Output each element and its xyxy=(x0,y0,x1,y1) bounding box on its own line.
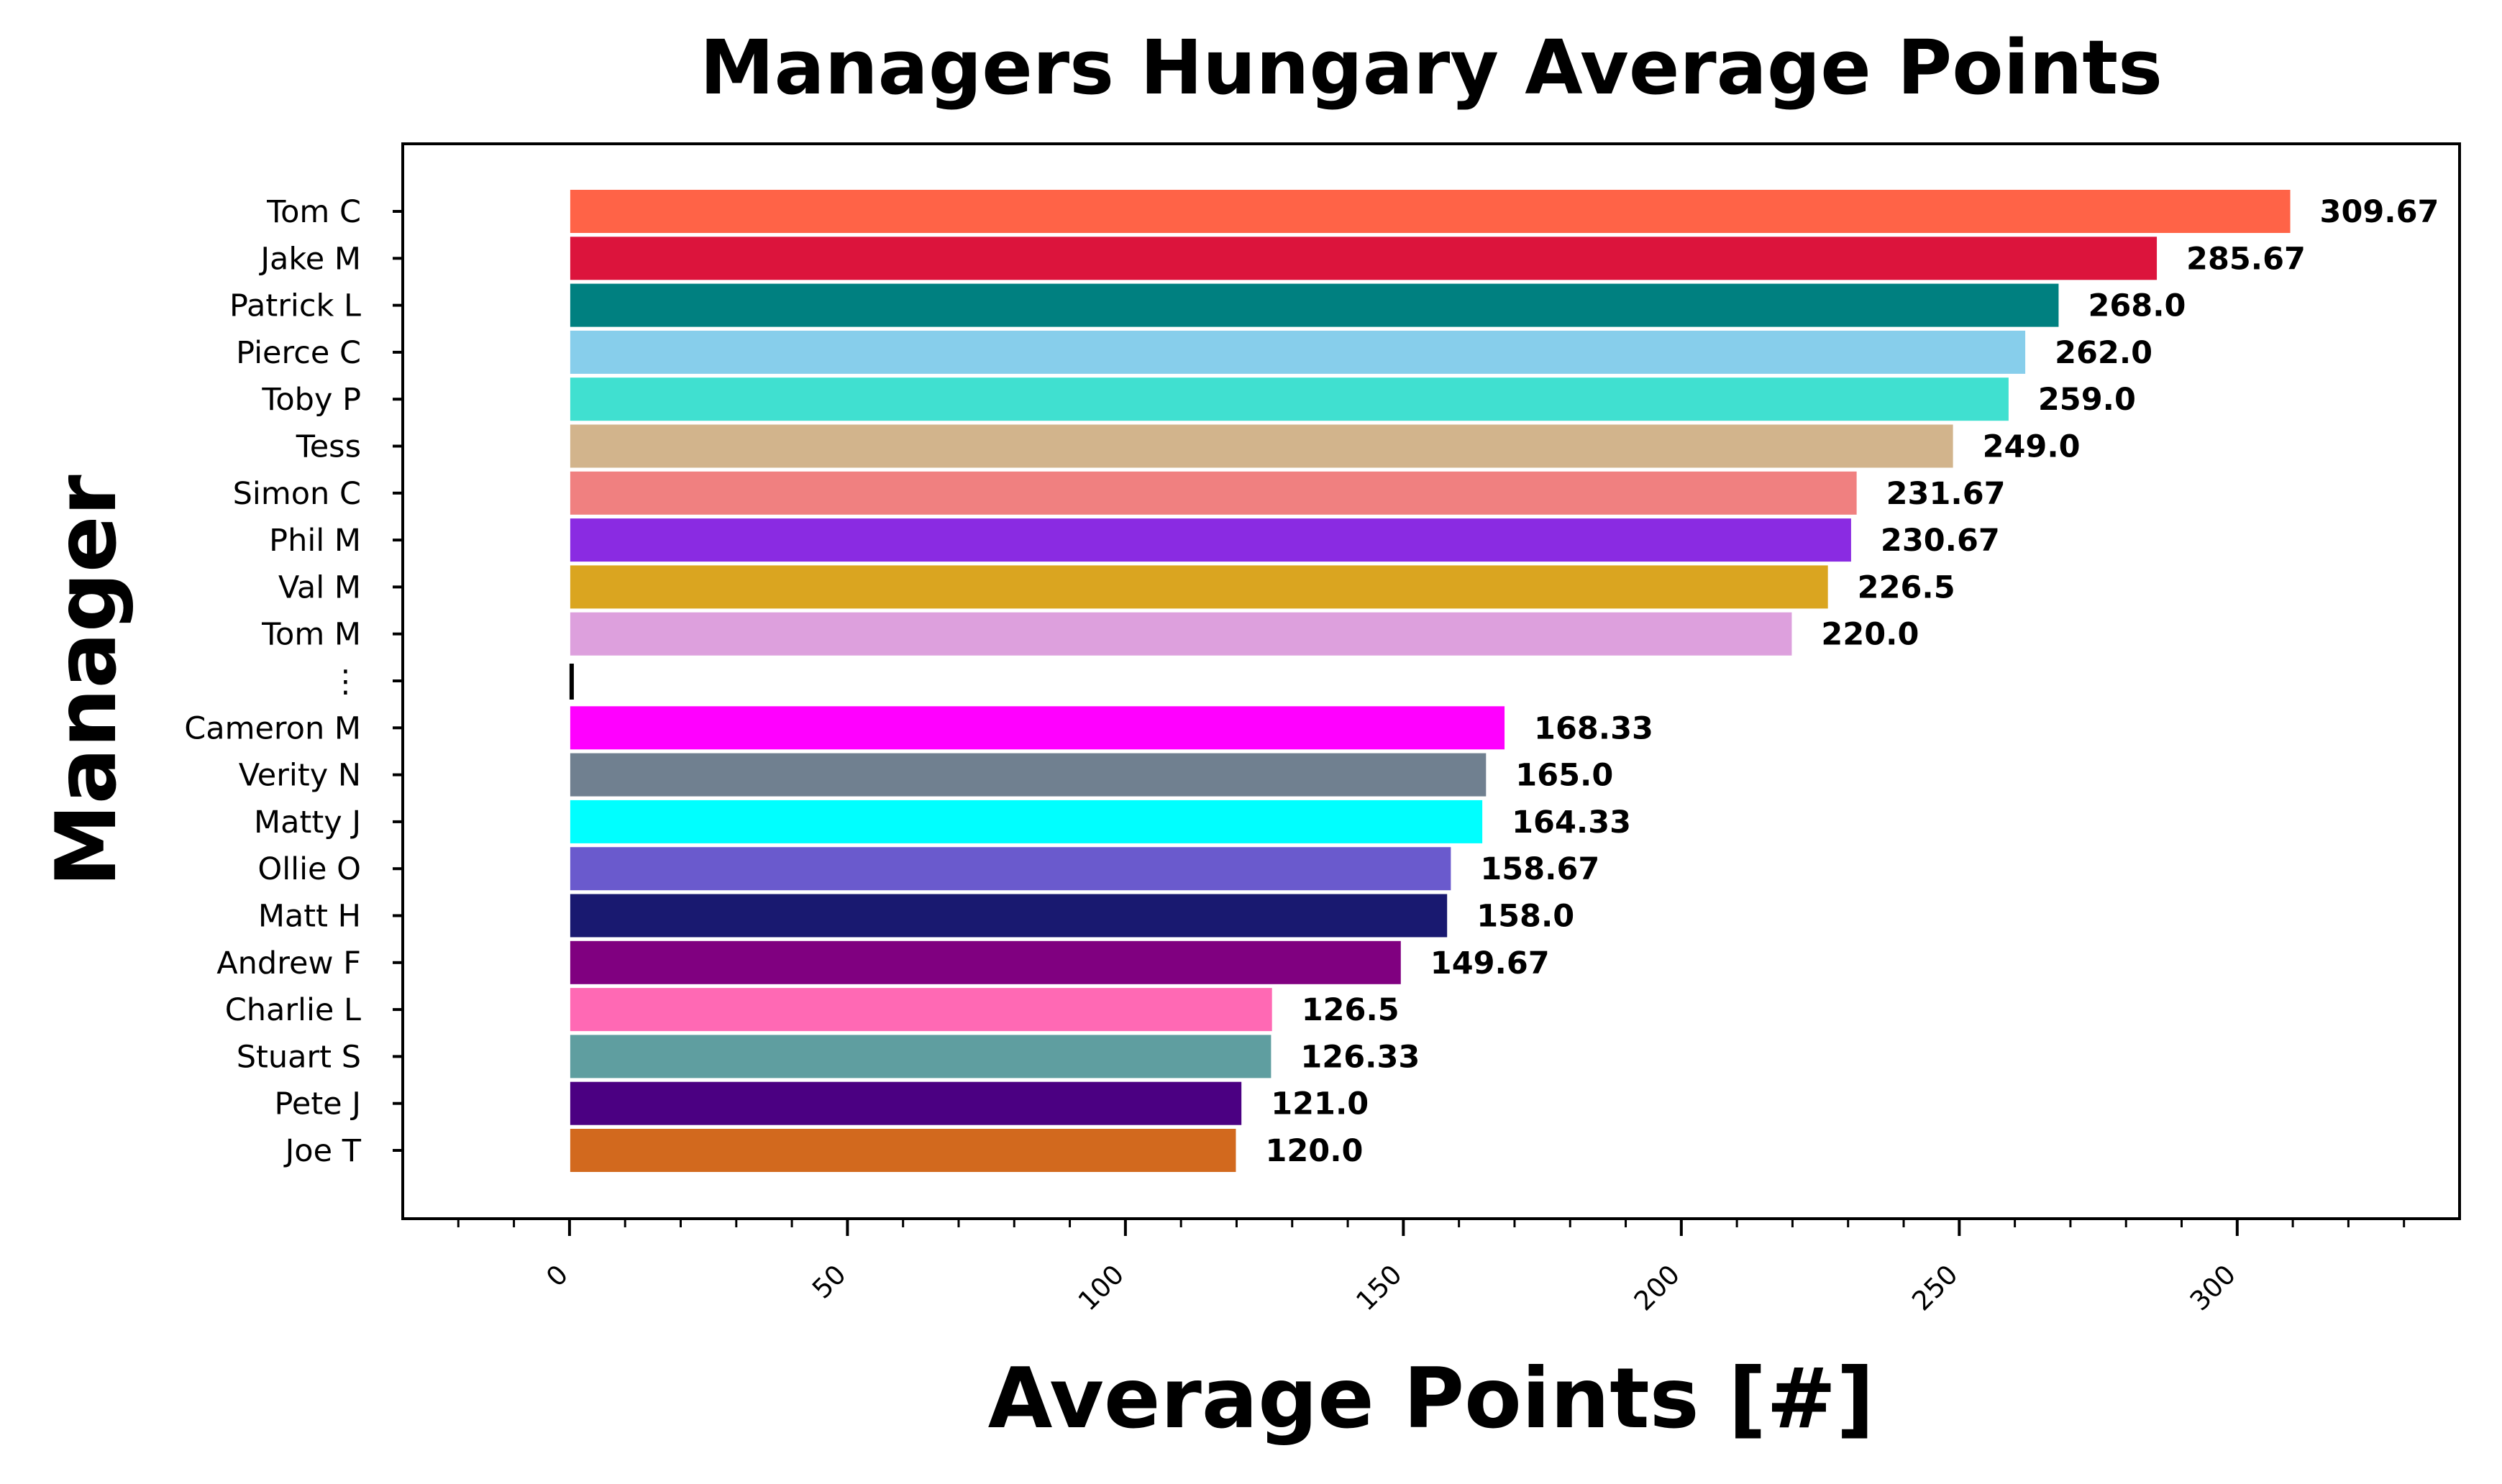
bar xyxy=(568,986,1274,1033)
y-tick-label: Andrew F xyxy=(216,945,361,981)
y-tick-label: Tom M xyxy=(261,617,361,653)
y-tick-label: Jake M xyxy=(258,241,361,277)
x-tick-label: 200 xyxy=(1628,1259,1686,1316)
y-tick-label: Charlie L xyxy=(225,992,361,1028)
x-tick-label: 50 xyxy=(806,1259,852,1305)
bar xyxy=(568,705,1507,751)
x-tick-label: 100 xyxy=(1072,1259,1130,1316)
data-label: 230.67 xyxy=(1881,523,2000,559)
y-tick-label: ⋮ xyxy=(330,664,361,700)
bar xyxy=(568,1080,1243,1127)
data-label: 120.0 xyxy=(1265,1133,1363,1169)
data-label: 168.33 xyxy=(1534,710,1653,746)
data-label: 231.67 xyxy=(1886,476,2006,512)
data-label: 149.67 xyxy=(1430,945,1550,981)
separator-mark xyxy=(569,664,574,700)
bar xyxy=(568,470,1858,516)
y-tick-label: Ollie O xyxy=(257,851,361,887)
x-tick-label: 0 xyxy=(540,1259,574,1293)
bar xyxy=(568,892,1449,939)
data-label: 121.0 xyxy=(1271,1086,1369,1122)
bar xyxy=(568,798,1484,845)
bar xyxy=(568,751,1488,798)
y-tick-label: Simon C xyxy=(233,476,361,512)
y-tick-label: Matty J xyxy=(254,805,361,841)
bar xyxy=(568,517,1853,564)
x-axis-ticks: 0 50 100 150 200 250 300 xyxy=(457,1219,2406,1316)
y-tick-label: Toby P xyxy=(261,382,361,418)
bar xyxy=(568,610,1794,657)
y-tick-label: Pete J xyxy=(274,1086,361,1122)
data-label: 249.0 xyxy=(1983,429,2081,465)
x-tick-label: 250 xyxy=(1906,1259,1963,1316)
y-tick-label: Joe T xyxy=(283,1133,362,1169)
data-label: 158.67 xyxy=(1480,851,1599,887)
y-tick-label: Val M xyxy=(278,569,361,605)
data-label: 126.33 xyxy=(1300,1039,1420,1075)
bar xyxy=(568,939,1402,986)
bar xyxy=(568,423,1955,470)
data-label: 226.5 xyxy=(1858,569,1955,605)
data-label: 126.5 xyxy=(1302,992,1400,1028)
x-tick-label: 150 xyxy=(1350,1259,1407,1316)
bar xyxy=(568,235,2159,282)
y-tick-label: Stuart S xyxy=(237,1039,361,1075)
bar xyxy=(568,1127,1238,1173)
bar xyxy=(568,1033,1273,1080)
bar xyxy=(568,564,1830,610)
x-tick-label: 300 xyxy=(2184,1259,2242,1316)
y-tick-label: Tess xyxy=(296,429,361,465)
bar xyxy=(568,846,1453,892)
y-axis-ticks: Tom C Jake M Patrick L Pierce C Toby P Tess Si… xyxy=(184,194,403,1169)
data-label: 285.67 xyxy=(2186,241,2306,277)
x-axis-label: Average Points [#] xyxy=(988,1350,1875,1447)
y-tick-label: Phil M xyxy=(269,523,361,559)
bar xyxy=(568,376,2010,423)
chart-title: Managers Hungary Average Points xyxy=(700,24,2163,111)
y-tick-label: Matt H xyxy=(258,899,361,935)
data-label: 165.0 xyxy=(1515,758,1613,794)
y-tick-label: Tom C xyxy=(266,194,361,230)
data-label: 164.33 xyxy=(1512,805,1631,841)
bar xyxy=(568,282,2060,329)
data-label: 259.0 xyxy=(2038,382,2136,418)
y-tick-label: Patrick L xyxy=(229,288,361,324)
bar xyxy=(568,329,2027,375)
y-tick-label: Verity N xyxy=(239,758,361,794)
data-label: 220.0 xyxy=(1821,617,1919,653)
data-label: 158.0 xyxy=(1476,899,1574,935)
y-tick-label: Cameron M xyxy=(184,710,361,746)
data-label: 268.0 xyxy=(2088,288,2186,324)
bars-group xyxy=(568,188,2292,1173)
y-tick-label: Pierce C xyxy=(236,335,361,371)
bar xyxy=(568,188,2292,234)
data-label: 262.0 xyxy=(2055,335,2152,371)
data-label: 309.67 xyxy=(2320,194,2439,230)
y-axis-label: Manager xyxy=(38,475,135,887)
